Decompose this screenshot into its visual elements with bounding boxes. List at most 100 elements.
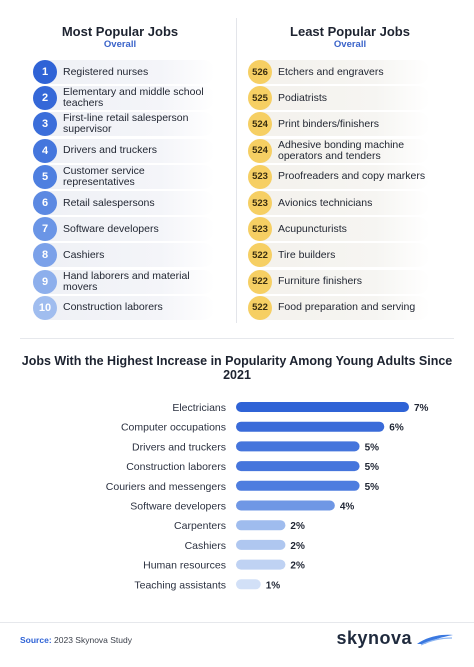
- value-label: 4%: [340, 502, 355, 513]
- most-popular-item: 9 Hand laborers and material movers: [33, 269, 215, 294]
- bar: [236, 461, 360, 472]
- score-badge: 524: [248, 138, 272, 163]
- logo-wordmark: skynova: [336, 628, 412, 648]
- least-popular-item: 522 Furniture finishers: [248, 269, 430, 294]
- job-label: First-line retail salesperson supervisor: [63, 112, 189, 136]
- rank-badge: 3: [33, 112, 57, 137]
- least-popular-title: Least Popular Jobs: [290, 24, 410, 39]
- most-popular-item: 5 Customer service representatives: [33, 164, 215, 189]
- category-label: Human resources: [143, 560, 226, 572]
- bar: [236, 421, 385, 432]
- score-badge: 523: [248, 164, 272, 189]
- value-label: 6%: [389, 423, 404, 434]
- value-label: 2%: [290, 541, 305, 552]
- bar: [236, 520, 286, 531]
- job-label: Customer service representatives: [63, 164, 145, 188]
- job-label: Podiatrists: [278, 91, 328, 104]
- least-popular-item: 523 Acupuncturists: [248, 217, 430, 242]
- most-popular-item: 6 Retail salespersons: [33, 191, 215, 215]
- job-label: Cashiers: [63, 248, 105, 261]
- score-badge: 522: [248, 295, 272, 320]
- job-label: Proofreaders and copy markers: [278, 170, 426, 183]
- bar: [236, 539, 286, 550]
- job-label: Drivers and truckers: [63, 144, 157, 157]
- skynova-logo: skynova: [336, 628, 454, 649]
- job-label: Avionics technicians: [278, 196, 373, 209]
- least-popular-item: 523 Avionics technicians: [248, 191, 430, 215]
- source-label: Source:: [20, 635, 52, 645]
- score-badge: 522: [248, 269, 272, 294]
- most-popular-item: 7 Software developers: [33, 217, 215, 242]
- bar: [236, 500, 335, 511]
- most-popular-title: Most Popular Jobs: [61, 24, 179, 39]
- job-label: Adhesive bonding machine operators and t…: [278, 138, 405, 162]
- value-label: 2%: [290, 561, 305, 572]
- job-label: Retail salespersons: [63, 196, 155, 209]
- rank-badge: 9: [33, 269, 57, 294]
- bar: [236, 402, 409, 412]
- job-label: Construction laborers: [63, 301, 163, 314]
- category-label: Carpenters: [174, 520, 226, 532]
- most-popular-item: 8 Cashiers: [33, 243, 215, 268]
- job-label: Tire builders: [278, 248, 336, 261]
- job-label: Food preparation and serving: [278, 301, 416, 314]
- section-divider: [20, 338, 454, 339]
- least-popular-item: 522 Tire builders: [248, 243, 430, 268]
- rank-badge: 10: [33, 295, 57, 320]
- category-label: Drivers and truckers: [132, 441, 226, 453]
- value-label: 2%: [290, 521, 305, 532]
- bar: [236, 480, 360, 491]
- least-popular-item: 526 Etchers and engravers: [248, 60, 430, 84]
- bar: [236, 441, 360, 452]
- source-note: Source: 2023 Skynova Study: [20, 635, 132, 645]
- category-label: Software developers: [130, 501, 226, 513]
- job-label: Acupuncturists: [278, 222, 347, 235]
- category-label: Teaching assistants: [134, 579, 226, 591]
- score-badge: 524: [248, 112, 272, 137]
- least-popular-item: 523 Proofreaders and copy markers: [248, 164, 430, 189]
- footer-divider: [0, 622, 474, 623]
- job-label: Etchers and engravers: [278, 65, 384, 78]
- most-popular-item: 2 Elementary and middle school teachers: [33, 86, 215, 111]
- score-badge: 523: [248, 217, 272, 242]
- category-label: Construction laborers: [126, 461, 226, 473]
- value-label: 7%: [414, 403, 429, 414]
- most-popular-item: 10 Construction laborers: [33, 295, 215, 320]
- category-label: Electricians: [172, 402, 226, 414]
- rank-badge: 8: [33, 243, 57, 268]
- bar: [236, 579, 261, 590]
- column-divider: [236, 18, 237, 323]
- least-popular-item: 525 Podiatrists: [248, 86, 430, 111]
- job-label: Hand laborers and material movers: [63, 269, 190, 293]
- rank-badge: 6: [33, 191, 57, 215]
- popularity-increase-bar-chart: Electricians 7% Computer occupations 6% Driv…: [106, 402, 429, 591]
- rank-badge: 2: [33, 86, 57, 111]
- job-label: Furniture finishers: [278, 275, 363, 288]
- rank-badge: 5: [33, 164, 57, 189]
- least-popular-item: 524 Adhesive bonding machine operators an…: [248, 138, 430, 163]
- job-label: Print binders/finishers: [278, 117, 379, 130]
- score-badge: 523: [248, 191, 272, 215]
- swoosh-icon: [417, 634, 453, 646]
- value-label: 5%: [365, 482, 380, 493]
- least-popular-item: 522 Food preparation and serving: [248, 295, 430, 320]
- rank-badge: 7: [33, 217, 57, 242]
- score-badge: 525: [248, 86, 272, 111]
- score-badge: 522: [248, 243, 272, 268]
- most-popular-item: 4 Drivers and truckers: [33, 138, 215, 163]
- most-popular-item: 1 Registered nurses: [33, 60, 215, 84]
- value-label: 5%: [365, 442, 380, 453]
- value-label: 5%: [365, 462, 380, 473]
- score-badge: 526: [248, 60, 272, 84]
- category-label: Couriers and messengers: [106, 481, 226, 493]
- job-label: Software developers: [63, 222, 159, 235]
- most-popular-item: 3 First-line retail salesperson superviso…: [33, 112, 215, 137]
- chart-title: Jobs With the Highest Increase in Popula…: [21, 354, 453, 382]
- source-text: 2023 Skynova Study: [54, 635, 133, 645]
- job-label: Elementary and middle school teachers: [63, 86, 204, 110]
- bar: [236, 559, 286, 570]
- category-label: Cashiers: [185, 540, 226, 552]
- rank-badge: 4: [33, 138, 57, 163]
- least-popular-item: 524 Print binders/finishers: [248, 112, 430, 137]
- most-popular-subtitle: Overall: [103, 39, 137, 50]
